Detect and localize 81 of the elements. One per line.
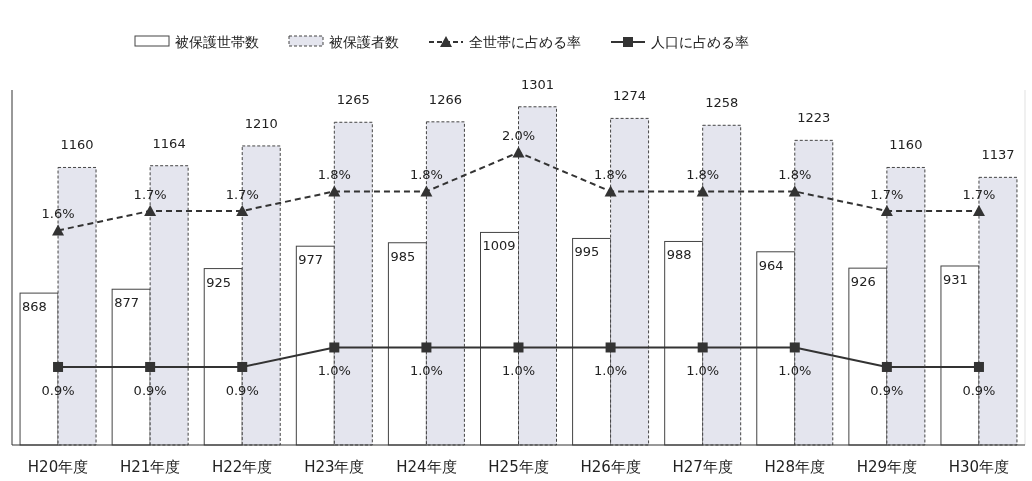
data-label: 0.9% <box>133 382 167 398</box>
data-label: 1.0% <box>778 363 812 379</box>
point <box>237 361 248 372</box>
x-tick-label: H22年度 <box>212 458 273 476</box>
data-label: 1.6% <box>41 206 75 222</box>
point <box>788 185 801 197</box>
point <box>421 342 432 353</box>
data-label: 1.7% <box>133 186 167 202</box>
legend-label: 被保護世帯数 <box>175 34 259 50</box>
data-label: 977 <box>298 252 324 268</box>
data-label: 877 <box>114 295 139 311</box>
point <box>420 185 433 197</box>
data-label: 1.0% <box>317 363 351 379</box>
data-label: 1301 <box>520 76 555 92</box>
point <box>236 204 249 216</box>
point <box>328 185 341 197</box>
data-label: 1.0% <box>594 363 628 379</box>
point <box>972 204 985 216</box>
legend-label: 全世帯に占める率 <box>469 34 581 50</box>
data-label: 1.0% <box>409 363 443 379</box>
data-label: 988 <box>666 247 692 263</box>
data-label: 1.7% <box>225 186 259 202</box>
data-label: 1.7% <box>870 186 904 202</box>
data-label: 925 <box>206 274 232 290</box>
data-label: 1164 <box>152 135 186 151</box>
point <box>605 342 616 353</box>
data-label: 1009 <box>482 238 516 254</box>
point <box>881 361 892 372</box>
data-label: 0.9% <box>870 382 904 398</box>
point <box>52 224 65 236</box>
point <box>697 342 708 353</box>
data-label: 1137 <box>981 147 1015 163</box>
data-label: 1274 <box>613 88 647 104</box>
data-label: 1265 <box>336 92 370 108</box>
data-label: 964 <box>758 257 784 273</box>
point <box>696 185 709 197</box>
data-label: 1.8% <box>686 167 720 183</box>
data-label: 868 <box>22 299 47 315</box>
data-label: 1.8% <box>409 167 443 183</box>
x-tick-label: H30年度 <box>948 458 1010 476</box>
x-tick-label: H23年度 <box>304 458 365 476</box>
data-label: 0.9% <box>225 382 259 398</box>
point <box>513 342 524 353</box>
point <box>880 204 893 216</box>
x-tick-label: H21年度 <box>119 458 181 476</box>
x-tick-label: H20年度 <box>27 458 89 476</box>
point <box>329 342 340 353</box>
data-label: 0.9% <box>41 382 75 398</box>
x-tick-label: H25年度 <box>488 458 549 476</box>
data-label: 1.8% <box>317 167 351 183</box>
legend-label: 被保護者数 <box>329 34 399 50</box>
point <box>145 361 156 372</box>
point <box>53 361 64 372</box>
point <box>512 146 525 158</box>
data-label: 1223 <box>797 110 831 126</box>
point <box>144 204 157 216</box>
point <box>973 361 984 372</box>
data-label: 1.8% <box>778 167 812 183</box>
data-label: 1.0% <box>501 363 536 379</box>
point <box>789 342 800 353</box>
data-label: 1210 <box>244 115 278 131</box>
x-tick-label: H24年度 <box>396 458 457 476</box>
point <box>604 185 617 197</box>
data-label: 0.9% <box>962 382 996 398</box>
data-label: 995 <box>574 244 600 260</box>
legend-label: 人口に占める率 <box>651 34 749 50</box>
data-label: 985 <box>390 248 416 264</box>
data-label: 1160 <box>889 137 923 153</box>
data-label: 1.0% <box>686 363 720 379</box>
x-tick-label: H29年度 <box>856 458 918 476</box>
data-label: 1.8% <box>594 167 628 183</box>
data-label: 926 <box>850 274 876 290</box>
data-label: 1258 <box>705 95 739 111</box>
data-label: 1266 <box>428 91 462 107</box>
x-tick-label: H26年度 <box>580 458 641 476</box>
data-label: 931 <box>942 271 968 287</box>
data-label: 1160 <box>60 137 94 153</box>
data-label: 2.0% <box>501 128 536 144</box>
data-label: 1.7% <box>962 186 996 202</box>
x-tick-label: H28年度 <box>764 458 825 476</box>
x-tick-label: H27年度 <box>672 458 733 476</box>
